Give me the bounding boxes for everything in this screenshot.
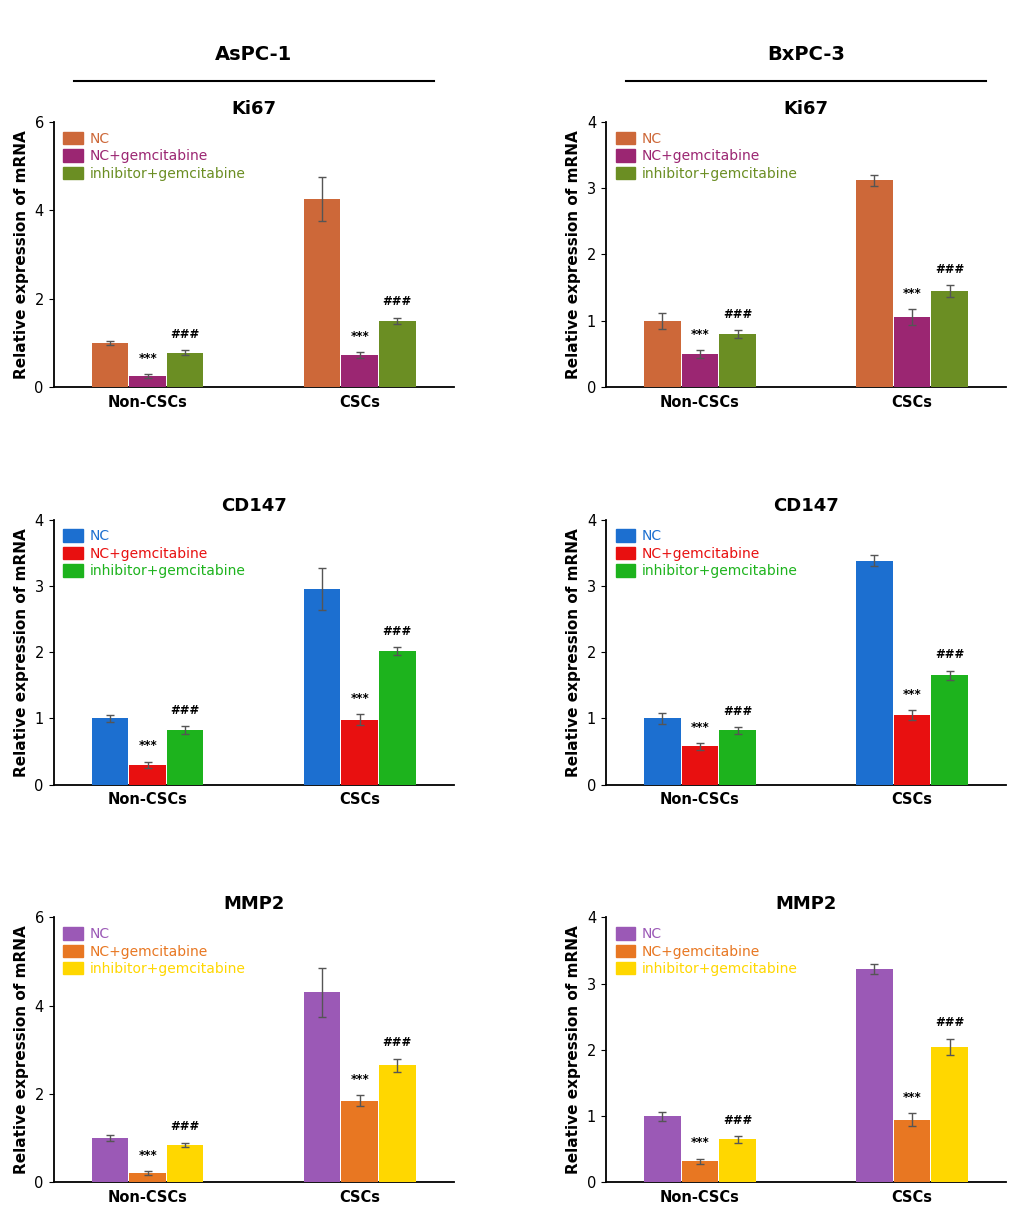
- Title: Ki67: Ki67: [783, 100, 827, 117]
- Text: ###: ###: [382, 624, 412, 638]
- Bar: [893, 1119, 929, 1182]
- Text: ***: ***: [690, 1136, 708, 1150]
- Bar: [379, 321, 415, 388]
- Bar: [129, 1173, 166, 1182]
- Text: ###: ###: [170, 328, 200, 340]
- Bar: [129, 375, 166, 388]
- Text: ***: ***: [350, 1073, 369, 1086]
- Bar: [681, 354, 717, 388]
- Title: MMP2: MMP2: [223, 895, 284, 913]
- Text: ###: ###: [934, 1017, 963, 1029]
- Bar: [643, 321, 680, 388]
- Text: ***: ***: [690, 720, 708, 734]
- Bar: [893, 317, 929, 388]
- Bar: [341, 1101, 378, 1182]
- Text: ***: ***: [902, 288, 920, 300]
- Text: ###: ###: [170, 705, 200, 717]
- Bar: [893, 716, 929, 785]
- Bar: [167, 1145, 204, 1182]
- Bar: [129, 764, 166, 785]
- Bar: [930, 675, 967, 785]
- Bar: [718, 1140, 755, 1182]
- Text: ###: ###: [722, 705, 751, 718]
- Title: CD147: CD147: [772, 497, 838, 516]
- Bar: [681, 1162, 717, 1182]
- Text: ###: ###: [382, 1036, 412, 1050]
- Legend: NC, NC+gemcitabine, inhibitor+gemcitabine: NC, NC+gemcitabine, inhibitor+gemcitabin…: [612, 924, 800, 979]
- Bar: [92, 1139, 128, 1182]
- Text: ***: ***: [350, 330, 369, 343]
- Y-axis label: Relative expression of mRNA: Relative expression of mRNA: [14, 925, 29, 1174]
- Bar: [304, 199, 340, 388]
- Legend: NC, NC+gemcitabine, inhibitor+gemcitabine: NC, NC+gemcitabine, inhibitor+gemcitabin…: [60, 129, 248, 183]
- Text: ***: ***: [139, 1148, 157, 1162]
- Title: MMP2: MMP2: [774, 895, 836, 913]
- Bar: [92, 343, 128, 388]
- Bar: [341, 719, 378, 785]
- Text: ###: ###: [934, 262, 963, 275]
- Text: ###: ###: [170, 1120, 200, 1134]
- Bar: [855, 561, 892, 785]
- Bar: [379, 651, 415, 785]
- Text: ###: ###: [722, 307, 751, 321]
- Text: ###: ###: [722, 1114, 751, 1126]
- Bar: [92, 718, 128, 785]
- Legend: NC, NC+gemcitabine, inhibitor+gemcitabine: NC, NC+gemcitabine, inhibitor+gemcitabin…: [612, 527, 800, 581]
- Y-axis label: Relative expression of mRNA: Relative expression of mRNA: [14, 130, 29, 379]
- Legend: NC, NC+gemcitabine, inhibitor+gemcitabine: NC, NC+gemcitabine, inhibitor+gemcitabin…: [60, 527, 248, 581]
- Bar: [304, 589, 340, 785]
- Bar: [167, 730, 204, 785]
- Text: ***: ***: [902, 688, 920, 701]
- Bar: [930, 291, 967, 388]
- Bar: [167, 352, 204, 388]
- Title: Ki67: Ki67: [231, 100, 276, 117]
- Bar: [341, 355, 378, 388]
- Text: ***: ***: [902, 1091, 920, 1103]
- Bar: [643, 718, 680, 785]
- Bar: [718, 730, 755, 785]
- Title: CD147: CD147: [220, 497, 286, 516]
- Text: ***: ***: [690, 328, 708, 340]
- Bar: [718, 334, 755, 388]
- Bar: [304, 992, 340, 1182]
- Text: ###: ###: [382, 295, 412, 308]
- Y-axis label: Relative expression of mRNA: Relative expression of mRNA: [14, 528, 29, 777]
- Bar: [379, 1065, 415, 1182]
- Text: ***: ***: [139, 739, 157, 752]
- Y-axis label: Relative expression of mRNA: Relative expression of mRNA: [566, 130, 581, 379]
- Bar: [855, 969, 892, 1182]
- Text: ***: ***: [139, 352, 157, 364]
- Text: ###: ###: [934, 649, 963, 662]
- Text: BxPC-3: BxPC-3: [766, 45, 844, 63]
- Legend: NC, NC+gemcitabine, inhibitor+gemcitabine: NC, NC+gemcitabine, inhibitor+gemcitabin…: [60, 924, 248, 979]
- Bar: [930, 1047, 967, 1182]
- Y-axis label: Relative expression of mRNA: Relative expression of mRNA: [566, 925, 581, 1174]
- Legend: NC, NC+gemcitabine, inhibitor+gemcitabine: NC, NC+gemcitabine, inhibitor+gemcitabin…: [612, 129, 800, 183]
- Text: AsPC-1: AsPC-1: [215, 45, 292, 63]
- Y-axis label: Relative expression of mRNA: Relative expression of mRNA: [566, 528, 581, 777]
- Bar: [643, 1117, 680, 1182]
- Text: ***: ***: [350, 692, 369, 706]
- Bar: [855, 180, 892, 388]
- Bar: [681, 746, 717, 785]
